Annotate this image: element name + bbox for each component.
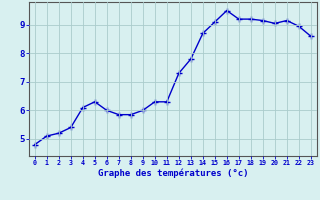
- X-axis label: Graphe des températures (°c): Graphe des températures (°c): [98, 169, 248, 178]
